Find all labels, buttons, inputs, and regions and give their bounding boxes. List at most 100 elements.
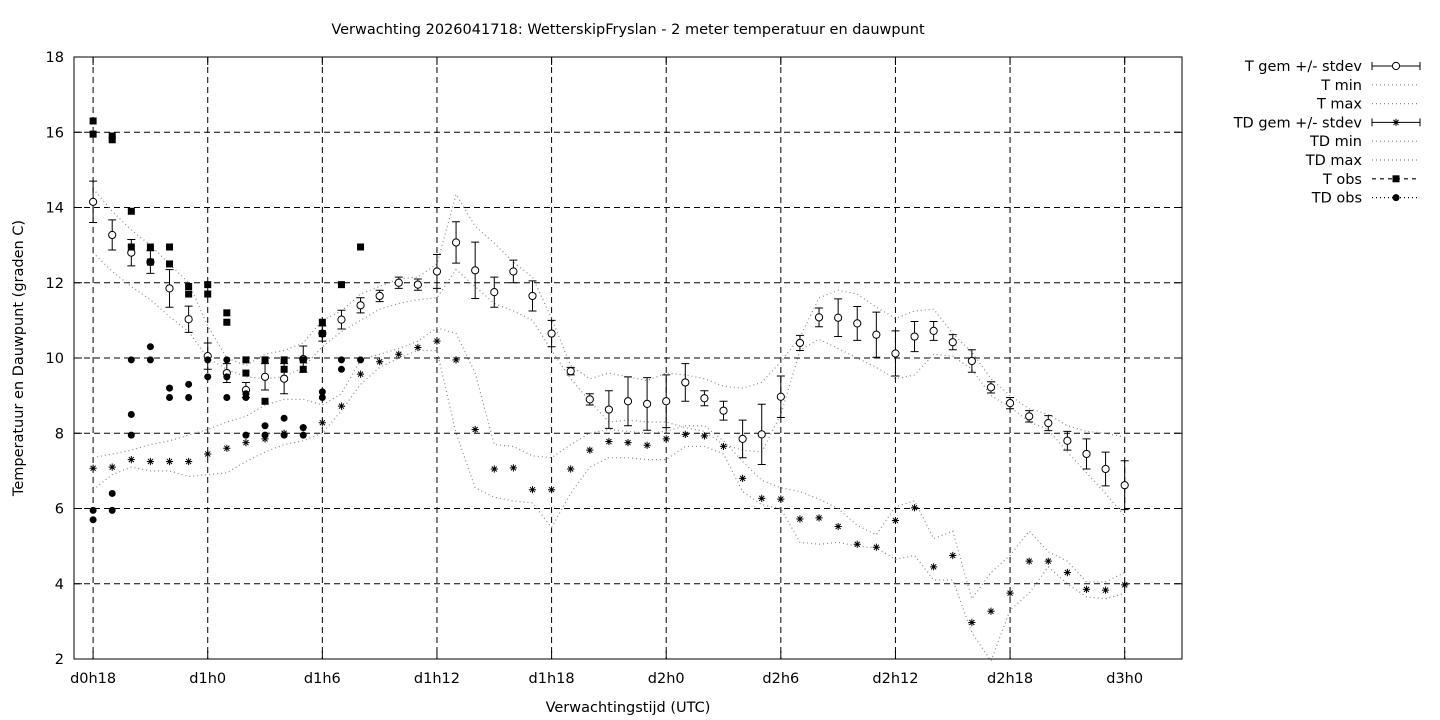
data-point <box>1101 586 1110 594</box>
legend-item: TD obs <box>1311 191 1420 207</box>
y-tick-label: 6 <box>55 502 64 518</box>
data-point <box>375 291 384 301</box>
data-point <box>930 563 938 571</box>
data-point <box>280 374 289 383</box>
observation-point <box>223 318 231 326</box>
data-point <box>929 326 938 336</box>
observation-point <box>108 489 116 497</box>
data-point <box>490 288 499 297</box>
observation-point <box>357 243 365 251</box>
observation-point <box>108 506 116 514</box>
data-point <box>547 486 556 494</box>
data-point <box>853 319 862 328</box>
series-line <box>92 252 1126 517</box>
observation-point <box>357 356 365 364</box>
observation-point <box>204 290 212 298</box>
data-point <box>1101 464 1110 474</box>
data-point <box>795 338 805 348</box>
y-tick-label: 2 <box>55 652 64 668</box>
data-point <box>260 372 270 381</box>
data-point <box>528 291 537 301</box>
y-tick-label: 18 <box>46 50 64 66</box>
observation-point <box>127 207 135 215</box>
x-tick-label: d3h0 <box>1106 671 1143 687</box>
data-point <box>1063 436 1072 445</box>
data-point <box>1005 399 1015 408</box>
x-tick-label: d1h18 <box>529 671 575 687</box>
legend-item: TD min <box>1309 134 1420 150</box>
data-point <box>757 430 766 439</box>
observation-point <box>299 424 307 432</box>
data-point <box>586 446 594 454</box>
data-point <box>604 405 613 414</box>
observation-point <box>261 397 269 405</box>
observation-point <box>127 243 135 251</box>
data-point <box>758 494 766 502</box>
data-point <box>318 419 326 427</box>
y-axis-label: Temperatuur en Dauwpunt (graden C) <box>11 220 27 497</box>
data-point <box>1082 585 1091 593</box>
x-tick-label: d2h12 <box>872 671 918 687</box>
legend-label: T obs <box>1322 172 1362 188</box>
observation-point <box>204 373 212 381</box>
series-line <box>92 327 1125 601</box>
data-point <box>643 399 652 409</box>
observation-point <box>242 394 250 402</box>
observation-point <box>185 394 193 402</box>
data-point <box>739 474 747 482</box>
data-point <box>509 464 517 472</box>
data-point <box>165 284 174 293</box>
data-point <box>1044 418 1053 428</box>
data-point <box>814 313 824 322</box>
data-point <box>986 383 996 392</box>
data-point <box>432 267 442 276</box>
observation-point <box>242 369 250 377</box>
data-point <box>605 437 613 446</box>
data-point <box>1120 481 1129 490</box>
data-point <box>146 457 155 466</box>
observation-point <box>166 394 174 402</box>
observation-point <box>318 330 326 338</box>
data-point <box>700 432 709 440</box>
data-point <box>872 543 880 551</box>
legend: T gem +/- stdev T min T max TD gem +/- stde… <box>1233 59 1421 207</box>
observation-point <box>166 384 174 392</box>
data-point <box>471 425 479 434</box>
data-point <box>490 465 498 473</box>
observation-point <box>280 365 288 373</box>
data-point <box>1121 581 1129 589</box>
data-point <box>567 465 575 473</box>
legend-marker <box>1392 194 1400 202</box>
data-point <box>948 338 957 347</box>
observation-point <box>242 431 250 439</box>
observation-point <box>337 365 345 373</box>
observation-point <box>261 422 269 430</box>
observation-point <box>223 373 231 381</box>
data-point <box>1006 589 1014 597</box>
data-point <box>643 441 651 449</box>
observation-point <box>280 414 288 422</box>
legend-marker <box>1391 61 1401 71</box>
observation-point <box>318 394 326 402</box>
observation-point <box>89 516 97 524</box>
data-point <box>987 607 995 615</box>
y-tick-label: 8 <box>55 426 64 442</box>
observation-point <box>223 309 231 317</box>
observation-point <box>166 243 174 251</box>
y-tick-label: 12 <box>46 276 64 292</box>
data-point <box>184 315 193 324</box>
grid-lines <box>74 57 1182 659</box>
observation-point <box>108 136 116 144</box>
observation-point <box>242 356 250 364</box>
data-point <box>337 315 346 324</box>
legend-label: T gem +/- stdev <box>1244 59 1363 75</box>
data-point <box>1025 412 1034 421</box>
series-line <box>92 349 1125 663</box>
legend-marker <box>1392 118 1400 126</box>
observation-point <box>280 431 288 439</box>
data-point <box>910 504 919 512</box>
legend-item: T min <box>1320 78 1420 94</box>
data-point <box>623 397 633 406</box>
data-point <box>376 358 384 366</box>
